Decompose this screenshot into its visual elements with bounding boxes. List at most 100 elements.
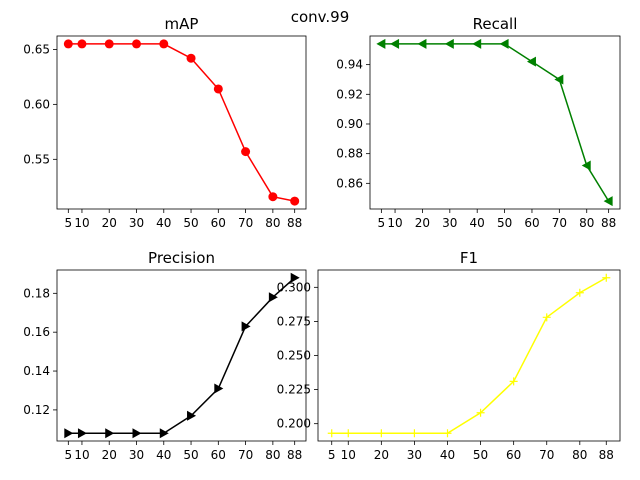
x-tick-label: 80 bbox=[265, 448, 280, 462]
data-point bbox=[290, 196, 300, 206]
x-tick-label: 20 bbox=[102, 216, 117, 230]
y-tick-label: 0.18 bbox=[23, 286, 50, 300]
x-tick-label: 88 bbox=[287, 216, 302, 230]
series-line bbox=[331, 277, 607, 434]
x-tick-label: 30 bbox=[442, 216, 457, 230]
y-tick-label: 0.300 bbox=[277, 280, 311, 294]
data-point bbox=[159, 39, 169, 49]
data-point bbox=[327, 429, 336, 438]
data-point bbox=[390, 38, 400, 49]
data-point bbox=[64, 428, 74, 439]
data-point bbox=[159, 428, 169, 439]
x-tick-label: 10 bbox=[341, 448, 356, 462]
x-tick-label: 50 bbox=[473, 448, 488, 462]
y-tick-label: 0.16 bbox=[23, 325, 50, 339]
data-point bbox=[132, 39, 141, 49]
x-tick-label: 60 bbox=[211, 448, 226, 462]
data-point bbox=[105, 428, 115, 439]
data-point bbox=[376, 38, 386, 49]
x-tick-label: 40 bbox=[470, 216, 485, 230]
data-point bbox=[417, 38, 427, 49]
y-tick-label: 0.90 bbox=[336, 117, 363, 131]
data-point bbox=[268, 292, 278, 303]
x-tick-label: 10 bbox=[387, 216, 402, 230]
x-tick-label: 20 bbox=[102, 448, 117, 462]
x-tick-label: 5 bbox=[64, 448, 72, 462]
data-point bbox=[241, 321, 251, 332]
data-point bbox=[575, 288, 584, 297]
figure-title: conv.99 bbox=[290, 8, 350, 26]
x-tick-label: 40 bbox=[156, 448, 171, 462]
series-line bbox=[381, 43, 610, 202]
y-tick-label: 0.88 bbox=[336, 147, 363, 161]
x-tick-label: 60 bbox=[211, 216, 226, 230]
x-tick-label: 60 bbox=[506, 448, 521, 462]
x-tick-label: 5 bbox=[64, 216, 72, 230]
x-tick-label: 20 bbox=[415, 216, 430, 230]
y-tick-label: 0.65 bbox=[23, 42, 50, 56]
data-point bbox=[554, 74, 564, 85]
subplot-recall: Recall 5 10 20 30 40 50 60 70 80 88 0.86 0.88 0.90 0.9… bbox=[336, 15, 621, 230]
x-tick-label: 5 bbox=[378, 216, 386, 230]
y-tick-label: 0.275 bbox=[277, 314, 311, 328]
y-tick-label: 0.200 bbox=[277, 417, 311, 431]
series-line bbox=[68, 43, 295, 202]
x-tick-label: 30 bbox=[129, 216, 144, 230]
x-tick-label: 20 bbox=[374, 448, 389, 462]
data-point bbox=[526, 56, 536, 67]
x-tick-label: 80 bbox=[265, 216, 280, 230]
x-tick-label: 50 bbox=[183, 448, 198, 462]
y-tick-label: 0.55 bbox=[23, 152, 50, 166]
data-point bbox=[472, 38, 482, 49]
y-tick-label: 0.14 bbox=[23, 364, 50, 378]
data-point bbox=[77, 39, 87, 49]
subplot-precision: Precision 5 10 20 30 40 50 60 70 80 88 0.12 0.14 0.16… bbox=[23, 249, 307, 462]
x-tick-label: 10 bbox=[74, 448, 89, 462]
axes-frame bbox=[369, 35, 621, 210]
data-point bbox=[132, 428, 142, 439]
y-tick-label: 0.86 bbox=[336, 176, 363, 190]
data-point bbox=[241, 147, 251, 157]
data-point bbox=[377, 429, 386, 438]
x-tick-label: 5 bbox=[328, 448, 336, 462]
data-point bbox=[104, 39, 114, 49]
data-point bbox=[186, 53, 196, 63]
y-tick-label: 0.60 bbox=[23, 97, 50, 111]
data-point bbox=[443, 429, 452, 438]
x-tick-label: 50 bbox=[183, 216, 198, 230]
x-tick-label: 88 bbox=[287, 448, 302, 462]
x-tick-label: 30 bbox=[129, 448, 144, 462]
data-point bbox=[77, 428, 87, 439]
data-point bbox=[268, 192, 278, 202]
data-point bbox=[290, 272, 300, 283]
axes-frame bbox=[56, 269, 307, 442]
x-tick-label: 40 bbox=[156, 216, 171, 230]
x-tick-label: 70 bbox=[238, 448, 253, 462]
x-tick-label: 50 bbox=[497, 216, 512, 230]
x-tick-label: 70 bbox=[539, 448, 554, 462]
data-point bbox=[602, 273, 611, 282]
data-point bbox=[410, 429, 419, 438]
series-line bbox=[68, 277, 296, 434]
data-point bbox=[509, 377, 518, 386]
x-tick-label: 70 bbox=[552, 216, 567, 230]
data-point bbox=[603, 196, 613, 207]
data-point bbox=[213, 84, 223, 94]
x-tick-label: 70 bbox=[238, 216, 253, 230]
data-point bbox=[542, 313, 551, 322]
y-tick-label: 0.12 bbox=[23, 403, 50, 417]
x-tick-label: 60 bbox=[524, 216, 539, 230]
subplot-title: mAP bbox=[165, 15, 199, 33]
x-tick-label: 88 bbox=[599, 448, 614, 462]
y-tick-label: 0.94 bbox=[336, 58, 363, 72]
data-point bbox=[499, 38, 509, 49]
subplot-map: mAP 5 10 20 30 40 50 60 70 80 88 0.55 0.60 0.65 bbox=[23, 15, 307, 230]
data-point bbox=[187, 410, 197, 421]
data-point bbox=[476, 408, 485, 417]
y-tick-label: 0.250 bbox=[277, 349, 311, 363]
data-point bbox=[63, 39, 73, 49]
x-tick-label: 80 bbox=[579, 216, 594, 230]
data-point bbox=[581, 160, 591, 171]
data-point bbox=[444, 38, 454, 49]
